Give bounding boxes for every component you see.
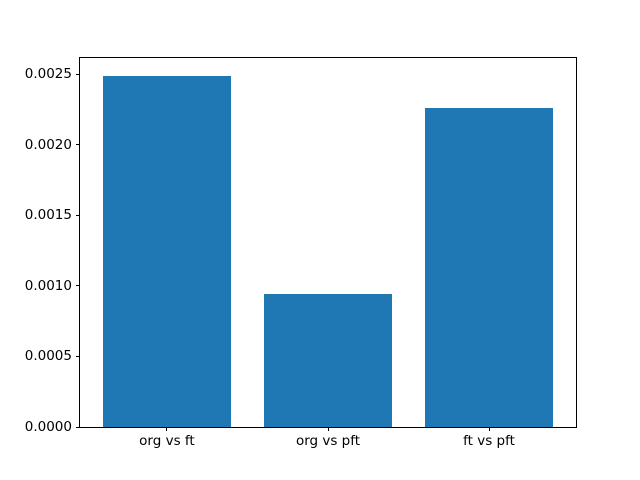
x-tick-label: ft vs pft [463, 433, 515, 449]
y-tick-mark [76, 144, 80, 146]
bar-org-vs-pft [263, 294, 393, 427]
bar-org-vs-ft [102, 75, 232, 427]
bar-ft-vs-pft [424, 108, 554, 427]
y-tick-label: 0.0010 [24, 277, 72, 294]
plot-area [80, 58, 576, 427]
y-tick-label: 0.0020 [24, 136, 72, 153]
x-tick-label: org vs ft [139, 433, 195, 449]
y-tick-mark [76, 426, 80, 428]
y-tick-mark [76, 214, 80, 216]
x-tick-mark [327, 427, 329, 431]
x-tick-mark [488, 427, 490, 431]
y-tick-mark [76, 355, 80, 357]
y-tick-mark [76, 73, 80, 75]
x-tick-mark [166, 427, 168, 431]
x-tick-label: org vs pft [295, 433, 361, 449]
y-tick-mark [76, 285, 80, 287]
y-tick-label: 0.0025 [24, 66, 72, 83]
y-tick-label: 0.0015 [24, 207, 72, 224]
y-tick-label: 0.0000 [24, 419, 72, 435]
y-tick-label: 0.0005 [24, 348, 72, 365]
